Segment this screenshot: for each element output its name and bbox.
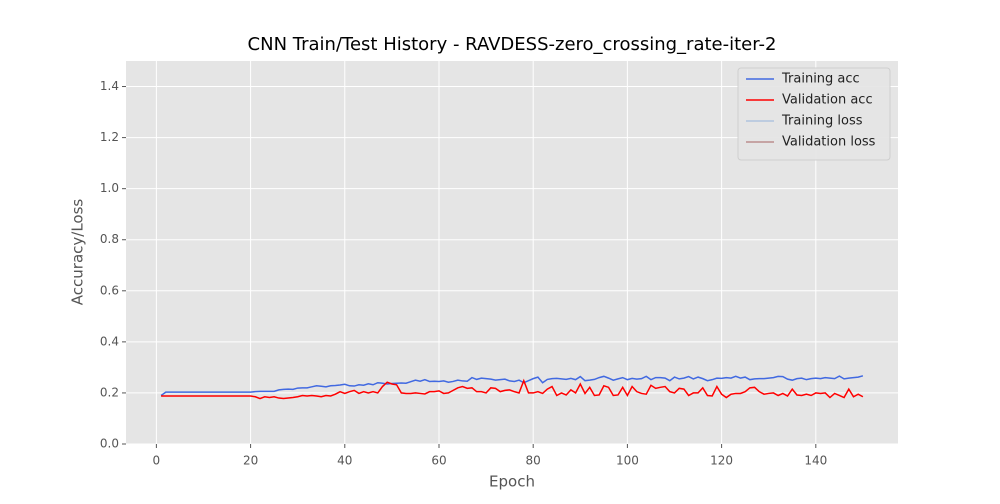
x-tick-label: 20 [243,454,258,468]
x-tick-label: 40 [337,454,352,468]
x-tick-label: 100 [616,454,639,468]
legend-label: Training acc [781,72,860,87]
legend-label: Training loss [781,114,863,129]
y-tick-label: 0.0 [100,437,119,451]
x-tick-label: 60 [431,454,446,468]
x-tick-label: 80 [526,454,541,468]
y-axis-label: Accuracy/Loss [69,199,87,306]
y-tick-label: 0.4 [100,334,119,348]
x-tick-label: 0 [153,454,161,468]
legend: Training acc Validation acc Training loss V… [737,67,891,161]
lines [160,375,864,400]
y-tick-label: 1.0 [100,181,119,195]
legend-label: Validation acc [782,93,873,108]
grid [126,61,898,445]
y-tick-label: 1.2 [100,130,119,144]
series-line [160,375,864,397]
legend-box [737,67,891,161]
y-tick-label: 0.2 [100,385,119,399]
x-axis-label: Epoch [489,473,535,491]
x-tick-label: 140 [804,454,827,468]
y-tick-label: 0.8 [100,232,119,246]
y-tick-label: 0.6 [100,283,119,297]
chart-title: CNN Train/Test History - RAVDESS-zero_cr… [248,34,777,55]
legend-label: Validation loss [782,135,876,150]
series-line [161,378,864,400]
y-tick-label: 1.4 [100,79,119,93]
x-tick-label: 120 [710,454,733,468]
